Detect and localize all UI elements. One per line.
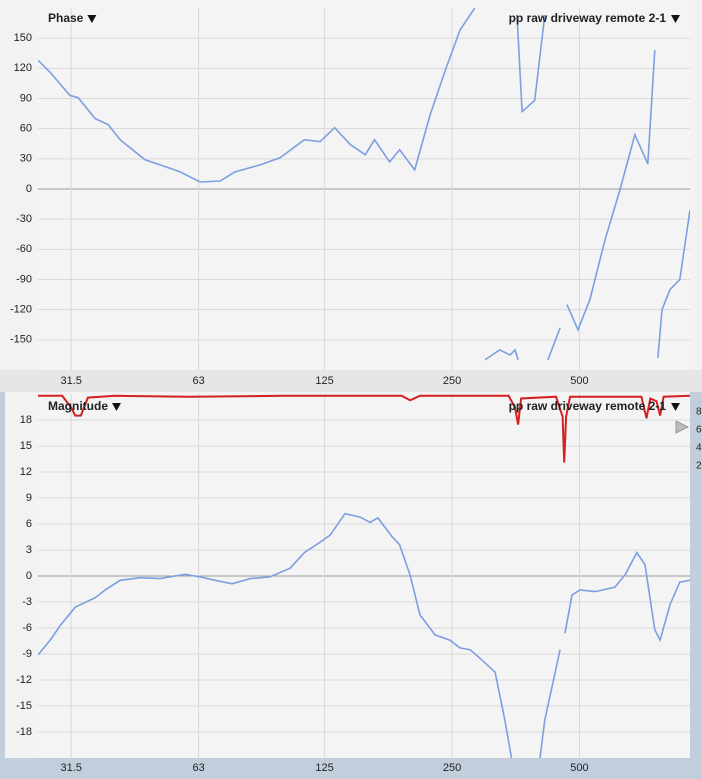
plot-area [38, 0, 690, 370]
handle-icon[interactable] [675, 420, 690, 434]
y-tick-label: 15 [20, 440, 32, 452]
dropdown-icon[interactable] [671, 15, 680, 23]
y-tick-label: -3 [22, 596, 32, 608]
y-tick-label: 150 [14, 32, 32, 44]
y-tick-label: 120 [14, 62, 32, 74]
y-tick-label: 0 [26, 183, 32, 195]
x-tick-label: 31.5 [60, 762, 81, 774]
border [0, 392, 5, 758]
y-tick-label: 18 [20, 414, 32, 426]
y-tick-label: 30 [20, 153, 32, 165]
y-tick-label: -90 [16, 273, 32, 285]
y-tick-label: 6 [26, 518, 32, 530]
y-tick-label: -6 [22, 622, 32, 634]
x-tick-label: 125 [315, 762, 333, 774]
y2-tick-label: 6 [696, 425, 702, 436]
x-tick-label: 125 [315, 375, 333, 387]
y-tick-label: -9 [22, 648, 32, 660]
y-tick-label: 12 [20, 466, 32, 478]
plot-area [38, 392, 690, 758]
y2-tick-label: 8 [696, 407, 702, 418]
y-tick-label: 60 [20, 123, 32, 135]
y-tick-label: -18 [16, 726, 32, 738]
x-tick-label: 500 [570, 762, 588, 774]
y2-tick-label: 2 [696, 461, 702, 472]
series-group [38, 394, 690, 758]
y-tick-label: -15 [16, 700, 32, 712]
x-tick-label: 63 [192, 762, 204, 774]
data-line [38, 8, 690, 361]
y-tick-label: -60 [16, 243, 32, 255]
y-tick-label: 90 [20, 92, 32, 104]
series-selector[interactable]: pp raw driveway remote 2-1 [509, 399, 667, 413]
y-tick-label: 9 [26, 492, 32, 504]
data-line [38, 512, 690, 758]
y-tick-label: 0 [26, 570, 32, 582]
y-tick-label: -30 [16, 213, 32, 225]
x-tick-label: 250 [443, 375, 461, 387]
x-tick-label: 63 [192, 375, 204, 387]
x-tick-label: 500 [570, 375, 588, 387]
series-selector[interactable]: pp raw driveway remote 2-1 [509, 11, 667, 25]
y-tick-label: -150 [10, 334, 32, 346]
x-axis-band [0, 370, 702, 392]
data-line [38, 394, 690, 463]
y-tick-label: 3 [26, 544, 32, 556]
y2-axis-band [690, 392, 702, 758]
y-tick-label: -12 [16, 674, 32, 686]
dropdown-icon[interactable] [112, 403, 121, 411]
dropdown-icon[interactable] [87, 15, 97, 23]
y2-tick-label: 4 [696, 443, 702, 454]
x-axis-band [0, 758, 702, 779]
chart-title[interactable]: Magnitude [48, 399, 108, 413]
y-tick-label: -120 [10, 304, 32, 316]
x-tick-label: 31.5 [60, 375, 81, 387]
dropdown-icon[interactable] [671, 403, 680, 411]
series-group [38, 8, 690, 361]
x-tick-label: 250 [443, 762, 461, 774]
chart-title[interactable]: Phase [48, 11, 84, 25]
